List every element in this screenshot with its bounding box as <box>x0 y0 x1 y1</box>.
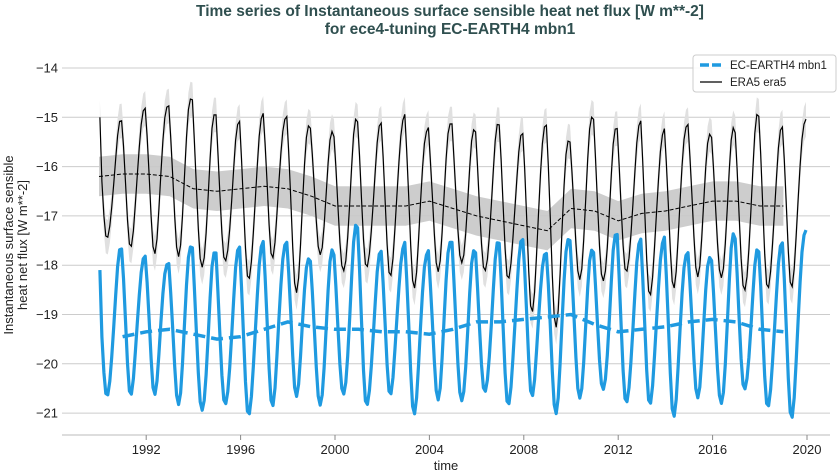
legend-label-ec-earth4: EC-EARTH4 mbn1 <box>730 60 827 72</box>
era5-monthly-line <box>99 98 807 328</box>
y-tick-label: −20 <box>36 356 58 371</box>
ec-earth4-monthly-line <box>98 223 808 419</box>
y-tick-label: −14 <box>36 61 58 76</box>
y-tick-label: −18 <box>36 258 58 273</box>
y-tick-label: −16 <box>36 159 58 174</box>
era5-running-mean-line <box>98 173 784 232</box>
x-tick-label: 2004 <box>415 442 444 457</box>
chart-subtitle: for ece4-tuning EC-EARTH4 mbn1 <box>325 21 576 38</box>
legend-box <box>692 54 837 93</box>
x-tick-label: 2008 <box>509 442 538 457</box>
ec-earth4-running-mean-line <box>122 312 784 341</box>
x-tick-label: 2012 <box>604 442 633 457</box>
y-tick-label: −19 <box>36 307 58 322</box>
era5-running-mean-band <box>99 154 784 251</box>
y-axis-label-line2: heat net flux [W m**-2] <box>15 180 30 310</box>
chart-title: Time series of Instantaneous surface sen… <box>196 3 704 20</box>
y-tick-label: −15 <box>36 110 58 125</box>
y-tick-label: −21 <box>36 406 58 421</box>
x-tick-label: 1996 <box>226 442 255 457</box>
x-axis-label: time <box>434 458 459 473</box>
x-tick-label: 2000 <box>321 442 350 457</box>
legend: EC-EARTH4 mbn1 ERA5 era5 <box>692 54 837 93</box>
x-tick-label: 2020 <box>793 442 822 457</box>
y-axis-label-line1: Instantaneous surface sensible <box>1 155 16 334</box>
legend-label-era5: ERA5 era5 <box>730 77 786 89</box>
x-tick-label: 2016 <box>698 442 727 457</box>
y-tick-label: −17 <box>36 208 58 223</box>
x-tick-label: 1992 <box>132 442 161 457</box>
